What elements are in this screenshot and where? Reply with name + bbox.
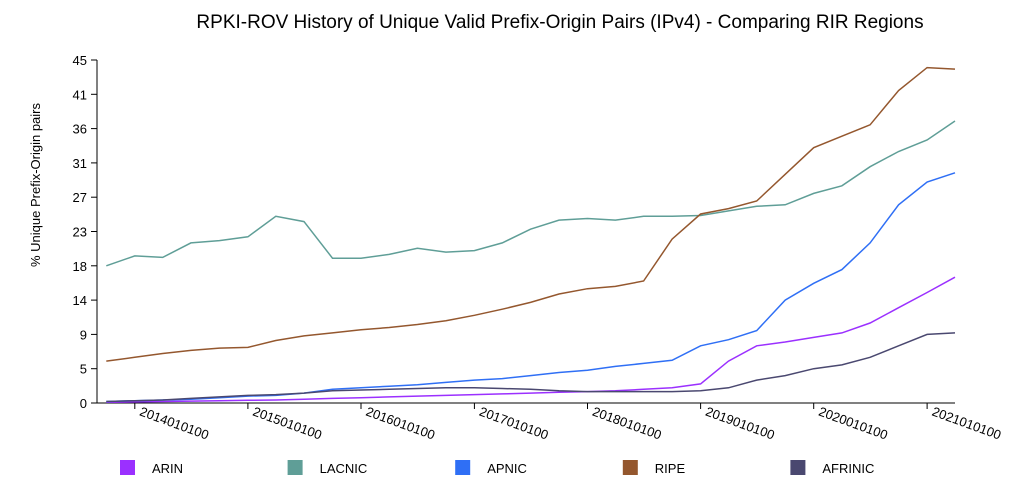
series-line: [106, 276, 956, 403]
x-tick-label: 2017010100: [477, 404, 550, 443]
legend-swatch: [455, 460, 471, 475]
y-tick-label: 9: [80, 327, 87, 342]
y-tick-label: 41: [73, 87, 87, 102]
legend-label: LACNIC: [320, 461, 368, 476]
legend-label: ARIN: [152, 461, 183, 476]
x-tick-label: 2016010100: [364, 404, 437, 443]
y-tick-label: 14: [73, 293, 87, 308]
x-tick-label: 2018010100: [590, 404, 663, 443]
y-tick-label: 5: [80, 362, 87, 377]
y-tick-label: 18: [73, 259, 87, 274]
y-axis-label: % Unique Prefix-Origin pairs: [28, 103, 43, 268]
x-tick-label: 2019010100: [704, 404, 777, 443]
legend-swatch: [790, 460, 806, 475]
series-line: [106, 332, 956, 403]
chart-title: RPKI-ROV History of Unique Valid Prefix-…: [196, 12, 923, 33]
x-tick-label: 2021010100: [930, 404, 1003, 443]
x-tick-label: 2014010100: [138, 404, 211, 443]
series-line: [106, 66, 956, 362]
legend-label: APNIC: [487, 461, 527, 476]
legend-swatch: [622, 460, 638, 475]
series-line: [106, 120, 956, 267]
y-tick-label: 31: [73, 156, 87, 171]
y-tick-label: 0: [80, 396, 87, 411]
legend-label: RIPE: [655, 461, 686, 476]
x-tick-label: 2020010100: [817, 404, 890, 443]
x-tick-label: 2015010100: [251, 404, 324, 443]
legend-label: AFRINIC: [822, 461, 874, 476]
legend-swatch: [287, 460, 303, 475]
y-tick-label: 45: [73, 53, 87, 68]
y-tick-label: 23: [73, 225, 87, 240]
y-tick-label: 27: [73, 190, 87, 205]
y-tick-label: 36: [73, 122, 87, 137]
legend-swatch: [120, 460, 135, 475]
